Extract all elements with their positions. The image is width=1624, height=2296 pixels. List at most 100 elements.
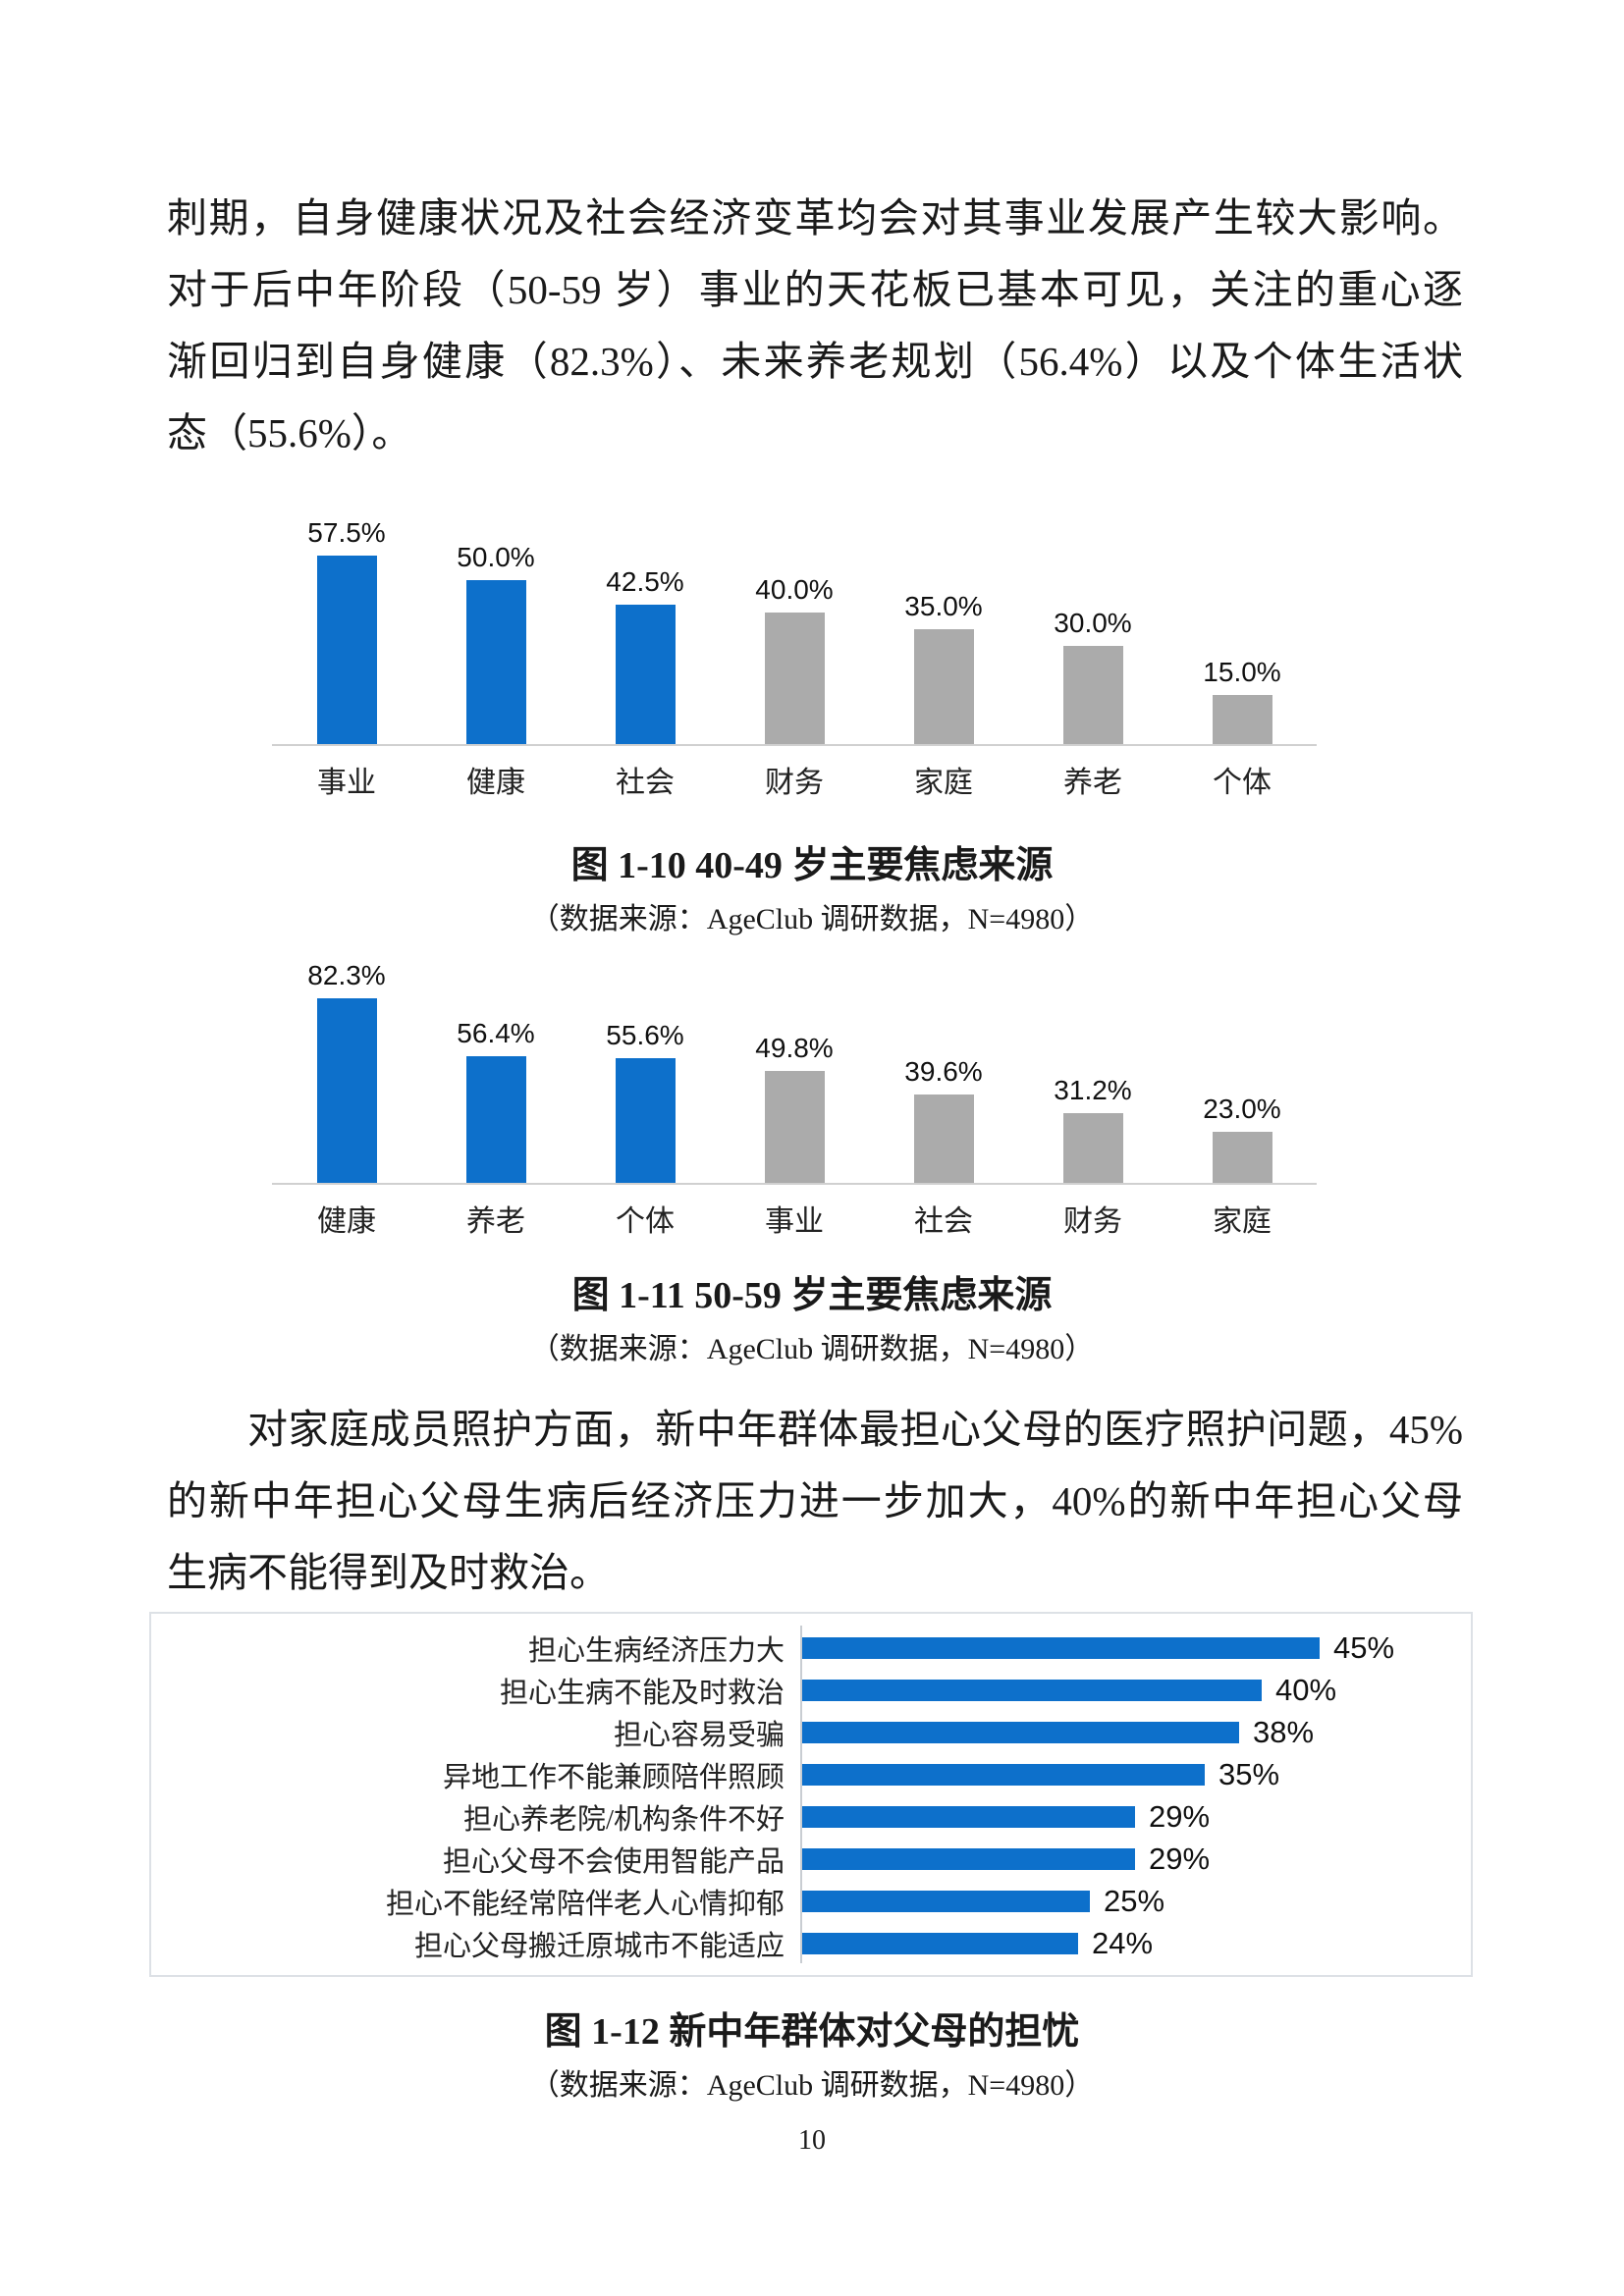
bar-value-label: 15.0% — [1203, 657, 1281, 687]
bar-value-label: 50.0% — [457, 542, 535, 572]
bar-value-label: 23.0% — [1203, 1094, 1281, 1124]
bar — [465, 1056, 526, 1183]
bar — [913, 629, 974, 744]
bar-group: 55.6% — [570, 1019, 720, 1183]
bar-group: 30.0% — [1018, 607, 1167, 744]
bar — [1212, 1132, 1272, 1183]
bar-value-label: 30.0% — [1054, 608, 1132, 638]
bar-chart-figure-1-12: 担心生病经济压力大 45% 担心生病不能及时救治 40% 担心容易受骗 38% 异地工作不能… — [151, 1614, 1471, 1964]
bar-group: 57.5% — [272, 516, 421, 744]
figure-1-11-source: （数据来源：AgeClub 调研数据，N=4980） — [529, 1333, 1095, 1365]
bar — [802, 1721, 1239, 1743]
bar — [802, 1763, 1205, 1786]
body-paragraph-parent-care: 对家庭成员照护方面，新中年群体最担心父母的医疗照护问题，45% 的新中年担心父母生… — [167, 1394, 1463, 1609]
category-label: 家庭 — [1213, 1205, 1272, 1238]
figure-1-11-caption: 图 1-11 50-59 岁主要焦虑来源 — [571, 1275, 1053, 1316]
bar-value-label: 49.8% — [755, 1033, 834, 1063]
category-label: 事业 — [317, 767, 376, 799]
bar — [615, 605, 676, 744]
bar-value-label: 45% — [1333, 1629, 1395, 1665]
paragraph-line: 刺期，自身健康状况及社会经济变革均会对其事业发展产生较大影响。 — [167, 195, 1463, 240]
bar-row: 担心容易受骗 38% — [151, 1711, 1471, 1753]
bar — [802, 1679, 1262, 1701]
bar — [802, 1890, 1090, 1912]
x-axis-labels: 健康 养老 个体 事业 社会 财务 家庭 — [272, 1185, 1317, 1240]
bar — [1062, 1113, 1123, 1183]
bar-row: 担心生病经济压力大 45% — [151, 1627, 1471, 1669]
paragraph-line: 的新中年担心父母生病后经济压力进一步加大，40%的新中年担心父母 — [167, 1478, 1463, 1523]
bar-group: 35.0% — [869, 590, 1018, 744]
bar-value-label: 24% — [1092, 1925, 1154, 1960]
category-label: 担心生病经济压力大 — [527, 1634, 785, 1667]
x-axis-line — [272, 1183, 1317, 1185]
bar-row: 担心父母搬迁原城市不能适应 24% — [151, 1922, 1471, 1964]
category-label: 健康 — [317, 1205, 376, 1238]
category-label: 财务 — [765, 767, 824, 799]
page-number: 10 — [798, 2125, 826, 2156]
category-label: 担心父母不会使用智能产品 — [442, 1845, 785, 1878]
paragraph-line: 生病不能得到及时救治。 — [167, 1550, 610, 1595]
bar-value-label: 38% — [1253, 1714, 1315, 1749]
category-label: 财务 — [1063, 1205, 1122, 1238]
bar — [802, 1805, 1135, 1828]
bar-value-label: 40% — [1275, 1672, 1337, 1707]
chart-plot-area: 57.5% 50.0% 42.5% 40.0% 35.0% 30.0% 15.0% — [272, 516, 1317, 744]
bar-group: 42.5% — [570, 565, 720, 744]
bar-value-label: 57.5% — [307, 517, 386, 548]
paragraph-line: 态（55.6%）。 — [167, 410, 412, 455]
bar-value-label: 82.3% — [307, 960, 386, 990]
category-label: 养老 — [466, 1205, 525, 1238]
bar-value-label: 40.0% — [755, 574, 834, 605]
bar-chart-figure-1-10: 57.5% 50.0% 42.5% 40.0% 35.0% 30.0% 15.0% 事业 健康… — [272, 516, 1317, 801]
bar — [764, 613, 825, 744]
bar-row: 担心父母不会使用智能产品 29% — [151, 1838, 1471, 1880]
category-label: 异地工作不能兼顾陪伴照顾 — [442, 1761, 785, 1793]
bar — [802, 1636, 1320, 1659]
category-label: 社会 — [616, 767, 675, 799]
bar-group: 15.0% — [1167, 656, 1317, 744]
category-label: 担心不能经常陪伴老人心情抑郁 — [385, 1888, 785, 1920]
bar-group: 23.0% — [1167, 1093, 1317, 1183]
figure-1-10-caption: 图 1-10 40-49 岁主要焦虑来源 — [570, 845, 1054, 886]
x-axis-labels: 事业 健康 社会 财务 家庭 养老 个体 — [272, 746, 1317, 801]
category-label: 社会 — [914, 1205, 973, 1238]
bar — [615, 1058, 676, 1183]
bar-value-label: 56.4% — [457, 1018, 535, 1048]
bar — [913, 1095, 974, 1183]
paragraph-line: 对家庭成员照护方面，新中年群体最担心父母的医疗照护问题，45% — [247, 1407, 1463, 1452]
bar-value-label: 35.0% — [904, 591, 983, 621]
category-label: 担心生病不能及时救治 — [499, 1677, 785, 1709]
bar-chart-figure-1-12-frame: 担心生病经济压力大 45% 担心生病不能及时救治 40% 担心容易受骗 38% 异地工作不能… — [149, 1612, 1473, 1977]
bar-row: 异地工作不能兼顾陪伴照顾 35% — [151, 1753, 1471, 1795]
bar-value-label: 29% — [1149, 1841, 1211, 1876]
bar-group: 50.0% — [421, 541, 570, 744]
bar-value-label: 39.6% — [904, 1056, 983, 1087]
bar — [316, 998, 377, 1183]
bar — [1062, 646, 1123, 744]
category-label: 担心父母搬迁原城市不能适应 — [413, 1930, 785, 1962]
chart-plot-area: 82.3% 56.4% 55.6% 49.8% 39.6% 31.2% 23.0% — [272, 959, 1317, 1183]
bar-row: 担心生病不能及时救治 40% — [151, 1669, 1471, 1711]
bar-value-label: 25% — [1104, 1883, 1165, 1918]
bar-row: 担心不能经常陪伴老人心情抑郁 25% — [151, 1880, 1471, 1922]
bar-group: 56.4% — [421, 1017, 570, 1183]
category-label: 家庭 — [914, 767, 973, 799]
bar-group: 39.6% — [869, 1055, 1018, 1183]
bar-group: 49.8% — [720, 1032, 869, 1183]
bar-value-label: 35% — [1218, 1756, 1280, 1791]
bar-row: 担心养老院/机构条件不好 29% — [151, 1795, 1471, 1838]
category-label: 担心容易受骗 — [613, 1719, 785, 1751]
figure-1-12-caption: 图 1-12 新中年群体对父母的担忧 — [544, 2011, 1080, 2053]
paragraph-line: 渐回归到自身健康（82.3%）、未来养老规划（56.4%）以及个体生活状 — [167, 339, 1463, 384]
figure-1-12-source: （数据来源：AgeClub 调研数据，N=4980） — [529, 2069, 1095, 2102]
bar-group: 31.2% — [1018, 1074, 1167, 1183]
paragraph-line: 对于后中年阶段（50-59 岁）事业的天花板已基本可见，关注的重心逐 — [167, 267, 1463, 312]
y-axis-line — [800, 1626, 802, 1963]
category-label: 个体 — [1213, 767, 1272, 799]
bar-chart-figure-1-11: 82.3% 56.4% 55.6% 49.8% 39.6% 31.2% 23.0% 健康 养老… — [272, 959, 1317, 1240]
bar-group: 40.0% — [720, 573, 869, 744]
bar-value-label: 31.2% — [1054, 1075, 1132, 1105]
figure-1-10-source: （数据来源：AgeClub 调研数据，N=4980） — [529, 903, 1095, 935]
category-label: 个体 — [616, 1205, 675, 1238]
